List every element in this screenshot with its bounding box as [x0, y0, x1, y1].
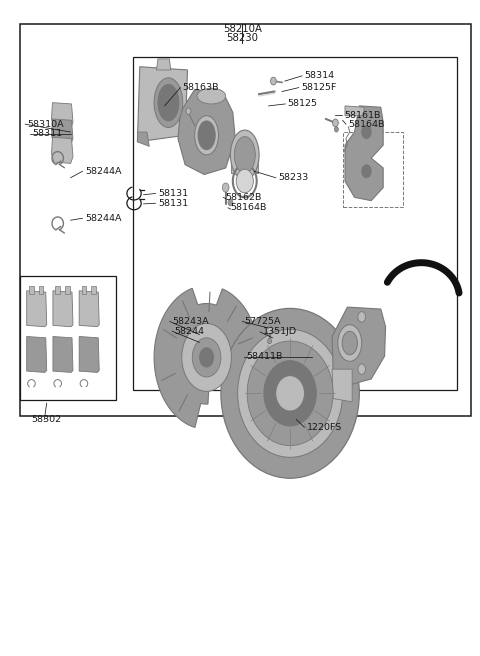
Ellipse shape	[247, 341, 333, 445]
Polygon shape	[82, 286, 86, 294]
Polygon shape	[79, 291, 99, 327]
Polygon shape	[51, 119, 73, 145]
Bar	[21, 276, 116, 400]
Ellipse shape	[154, 78, 183, 127]
Text: 58164B: 58164B	[230, 203, 267, 213]
Text: 58230: 58230	[227, 33, 258, 43]
Text: 58131: 58131	[158, 199, 188, 208]
Text: 58161B: 58161B	[344, 111, 381, 119]
Bar	[21, 24, 471, 416]
Circle shape	[199, 348, 214, 367]
Circle shape	[335, 127, 338, 132]
Circle shape	[192, 338, 221, 377]
Ellipse shape	[195, 115, 218, 155]
Text: 58244: 58244	[175, 327, 204, 336]
Polygon shape	[55, 286, 60, 294]
Circle shape	[294, 413, 299, 419]
Text: 58310A: 58310A	[28, 119, 64, 129]
Circle shape	[358, 312, 365, 322]
Circle shape	[228, 199, 233, 206]
Polygon shape	[38, 286, 43, 294]
Polygon shape	[29, 286, 34, 294]
Circle shape	[272, 377, 277, 382]
Polygon shape	[91, 286, 96, 294]
Polygon shape	[27, 291, 47, 327]
Text: 58163B: 58163B	[183, 83, 219, 92]
Polygon shape	[65, 286, 70, 294]
Ellipse shape	[264, 361, 316, 426]
Text: 58210A: 58210A	[223, 24, 262, 34]
Text: 58164B: 58164B	[348, 119, 384, 129]
Ellipse shape	[198, 121, 215, 150]
Bar	[343, 132, 403, 207]
Polygon shape	[51, 102, 73, 129]
Ellipse shape	[276, 376, 304, 411]
Polygon shape	[53, 291, 73, 327]
Ellipse shape	[236, 169, 253, 193]
Ellipse shape	[238, 329, 343, 457]
Text: 58302: 58302	[32, 415, 62, 424]
Polygon shape	[79, 337, 99, 373]
Polygon shape	[332, 369, 352, 402]
Text: 58411B: 58411B	[246, 352, 283, 361]
Circle shape	[272, 404, 277, 411]
Polygon shape	[27, 337, 47, 373]
Text: 57725A: 57725A	[245, 317, 281, 326]
Ellipse shape	[197, 89, 226, 104]
Ellipse shape	[158, 85, 179, 121]
Text: 58314: 58314	[304, 72, 335, 80]
Circle shape	[358, 364, 365, 375]
Text: 58125: 58125	[288, 100, 318, 108]
Circle shape	[294, 414, 299, 420]
Polygon shape	[345, 106, 364, 115]
Text: 58162B: 58162B	[226, 193, 262, 202]
Circle shape	[362, 125, 371, 138]
Circle shape	[268, 338, 272, 344]
Circle shape	[271, 77, 276, 85]
Ellipse shape	[221, 308, 360, 478]
Bar	[132, 57, 457, 390]
Ellipse shape	[230, 130, 259, 180]
Polygon shape	[231, 158, 258, 173]
Text: 58125F: 58125F	[301, 83, 336, 92]
Circle shape	[182, 323, 231, 392]
Ellipse shape	[338, 325, 362, 361]
Circle shape	[294, 368, 299, 374]
Polygon shape	[154, 288, 259, 428]
Circle shape	[186, 108, 191, 114]
Text: 58233: 58233	[278, 173, 309, 182]
Circle shape	[362, 165, 371, 178]
Text: 58243A: 58243A	[172, 317, 209, 326]
Ellipse shape	[342, 331, 358, 355]
Text: 58311: 58311	[33, 129, 62, 138]
Circle shape	[267, 326, 273, 334]
Polygon shape	[178, 90, 235, 174]
Text: 1220FS: 1220FS	[307, 422, 342, 432]
Text: 58244A: 58244A	[85, 167, 121, 176]
Polygon shape	[156, 59, 171, 70]
Text: 58131: 58131	[158, 189, 188, 198]
Text: 1351JD: 1351JD	[263, 327, 297, 337]
Ellipse shape	[234, 136, 255, 173]
Polygon shape	[332, 307, 385, 386]
Text: 58244A: 58244A	[85, 214, 121, 223]
Polygon shape	[53, 337, 73, 373]
Circle shape	[222, 183, 229, 192]
Polygon shape	[51, 137, 73, 163]
Circle shape	[307, 390, 312, 397]
Circle shape	[333, 119, 338, 127]
Polygon shape	[137, 67, 188, 142]
Polygon shape	[345, 106, 383, 201]
Polygon shape	[137, 132, 149, 146]
